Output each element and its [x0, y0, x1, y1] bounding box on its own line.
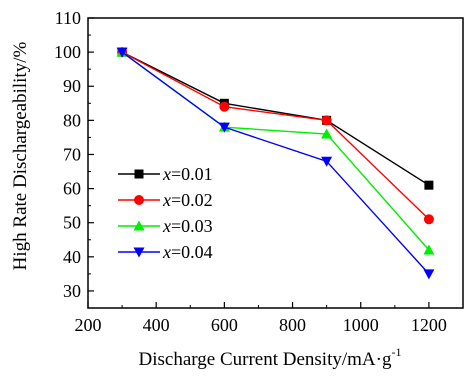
- x-axis-title-superscript: -1: [391, 345, 401, 359]
- legend-label: x=0.03: [162, 216, 213, 236]
- data-point: [218, 122, 230, 133]
- axes: 200 400 600 800 1000 1200 30 40 50 60 70 80 90 100 110: [54, 8, 447, 335]
- legend-label-value: =0.02: [171, 190, 213, 210]
- plot-frame: [87, 17, 464, 309]
- legend-label-variable: x: [162, 242, 171, 262]
- series-group: [116, 46, 435, 280]
- legend-label-variable: x: [162, 216, 171, 236]
- legend-label-value: =0.01: [171, 164, 213, 184]
- legend-label-value: =0.03: [171, 216, 213, 236]
- y-tick-label: 70: [63, 144, 81, 164]
- y-tick-label: 90: [63, 76, 81, 96]
- y-tick-label: 100: [54, 42, 81, 62]
- series-line: [121, 51, 430, 275]
- y-tick-label: 60: [63, 179, 81, 199]
- legend-item: x=0.01: [118, 164, 213, 184]
- data-point: [423, 269, 435, 280]
- data-point: [321, 115, 332, 126]
- y-tick-label: 30: [63, 281, 81, 301]
- legend-item: x=0.03: [118, 216, 213, 236]
- data-point: [423, 214, 434, 225]
- x-tick-label: 400: [143, 315, 170, 335]
- legend-swatch-marker: [133, 247, 145, 258]
- legend-label: x=0.02: [162, 190, 213, 210]
- legend-item: x=0.02: [118, 190, 213, 210]
- x-tick-label: 800: [279, 315, 306, 335]
- x-axis-title: Discharge Current Density/mA·g-1: [139, 345, 402, 370]
- y-tick-label: 110: [55, 8, 81, 28]
- legend-item: x=0.04: [118, 242, 213, 262]
- series-line: [121, 51, 430, 220]
- plot-area: [87, 17, 464, 309]
- y-axis-title: High Rate Dischargeability/%: [10, 42, 31, 271]
- data-point: [116, 47, 128, 58]
- x-tick-label: 200: [75, 315, 102, 335]
- legend-label-value: =0.04: [171, 242, 213, 262]
- legend-swatch-marker: [134, 169, 144, 179]
- y-tick-label: 50: [63, 213, 81, 233]
- series-line: [121, 51, 430, 186]
- legend-label: x=0.01: [162, 164, 213, 184]
- data-point: [423, 244, 435, 255]
- data-point: [321, 156, 333, 167]
- legend-swatch-marker: [133, 220, 145, 231]
- x-axis-title-text: Discharge Current Density/mA·g: [139, 349, 392, 370]
- legend: x=0.01x=0.02x=0.03x=0.04: [118, 164, 213, 262]
- legend-label-variable: x: [162, 190, 171, 210]
- series-4: [116, 47, 435, 280]
- data-point: [321, 128, 333, 139]
- x-tick-label: 1000: [343, 315, 379, 335]
- y-tick-label: 80: [63, 110, 81, 130]
- data-point: [424, 180, 434, 190]
- x-tick-label: 600: [211, 315, 238, 335]
- y-tick-label: 40: [63, 247, 81, 267]
- legend-label-variable: x: [162, 164, 171, 184]
- x-tick-label: 1200: [411, 315, 447, 335]
- data-point: [219, 101, 230, 112]
- legend-swatch-marker: [134, 195, 144, 205]
- legend-label: x=0.04: [162, 242, 213, 262]
